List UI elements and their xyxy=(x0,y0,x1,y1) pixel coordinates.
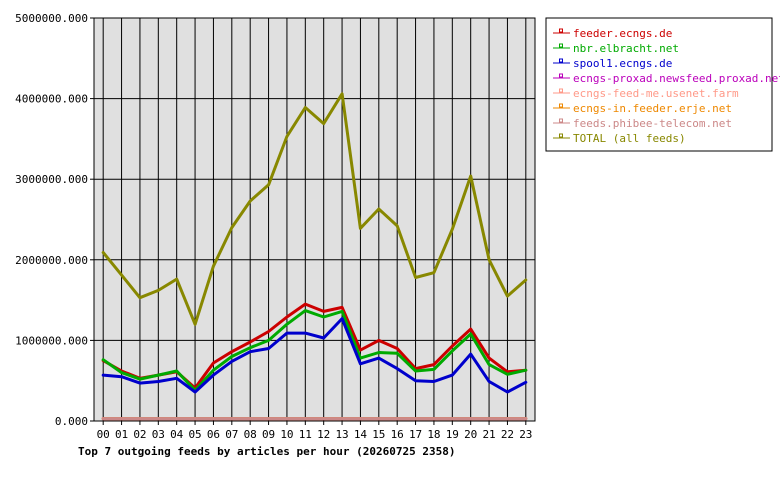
legend-marker xyxy=(559,103,563,108)
x-tick-label: 11 xyxy=(299,428,312,441)
legend-label: ecngs-in.feeder.erje.net xyxy=(573,102,732,115)
x-tick-label: 00 xyxy=(97,428,110,441)
x-tick-label: 15 xyxy=(372,428,385,441)
legend-marker xyxy=(559,43,563,48)
x-tick-label: 06 xyxy=(207,428,220,441)
x-tick-label: 10 xyxy=(280,428,293,441)
y-axis-ticks: 0.000 1000000.000 2000000.000 3000000.000 40… xyxy=(15,12,94,428)
legend-label: spool1.ecngs.de xyxy=(573,57,672,70)
x-tick-label: 21 xyxy=(482,428,495,441)
x-axis-ticks: 00 01 02 03 04 05 06 07 08 09 10 11 12 13 14 15 16 17 18 19… xyxy=(97,421,532,441)
x-tick-label: 13 xyxy=(335,428,348,441)
series-lines xyxy=(101,92,528,421)
x-tick-label: 04 xyxy=(170,428,184,441)
legend-label: ecngs-feed-me.usenet.farm xyxy=(573,87,739,100)
legend-label: TOTAL (all feeds) xyxy=(573,132,686,145)
y-tick-label: 5000000.000 xyxy=(15,12,88,25)
legend-marker xyxy=(559,118,563,123)
legend-label: nbr.elbracht.net xyxy=(573,42,679,55)
x-tick-label: 09 xyxy=(262,428,275,441)
legend-box xyxy=(545,17,773,152)
x-tick-label: 02 xyxy=(133,428,146,441)
legend-marker xyxy=(559,73,563,78)
legend-marker xyxy=(559,88,563,93)
x-tick-label: 12 xyxy=(317,428,330,441)
x-tick-label: 07 xyxy=(225,428,238,441)
x-tick-label: 22 xyxy=(501,428,514,441)
x-tick-label: 16 xyxy=(391,428,404,441)
x-tick-label: 03 xyxy=(152,428,165,441)
legend-marker xyxy=(559,58,563,63)
x-tick-label: 17 xyxy=(409,428,422,441)
plot-area xyxy=(94,18,535,421)
y-tick-label: 1000000.000 xyxy=(15,334,88,347)
x-tick-label: 19 xyxy=(446,428,459,441)
x-tick-label: 18 xyxy=(427,428,440,441)
y-tick-label: 4000000.000 xyxy=(15,93,88,106)
y-tick-label: 2000000.000 xyxy=(15,254,88,267)
x-tick-label: 05 xyxy=(188,428,201,441)
series-line-2 xyxy=(101,317,528,394)
series-line-1 xyxy=(101,309,528,392)
chart-title: Top 7 outgoing feeds by articles per hou… xyxy=(78,445,456,458)
x-tick-label: 20 xyxy=(464,428,477,441)
x-tick-label: 23 xyxy=(519,428,532,441)
legend-label: ecngs-proxad.newsfeed.proxad.net xyxy=(573,72,780,85)
legend: feeder.ecngs.de nbr.elbracht.net spool1.ec… xyxy=(545,17,780,152)
y-tick-label: 0.000 xyxy=(55,415,88,428)
y-tick-label: 3000000.000 xyxy=(15,173,88,186)
legend-marker xyxy=(559,28,563,33)
x-tick-label: 01 xyxy=(115,428,128,441)
legend-marker xyxy=(559,133,563,138)
legend-label: feeds.phibee-telecom.net xyxy=(573,117,732,130)
legend-label: feeder.ecngs.de xyxy=(573,27,672,40)
x-tick-label: 08 xyxy=(244,428,257,441)
plot-border xyxy=(93,17,536,422)
x-tick-label: 14 xyxy=(354,428,368,441)
series-line-7 xyxy=(101,92,528,326)
